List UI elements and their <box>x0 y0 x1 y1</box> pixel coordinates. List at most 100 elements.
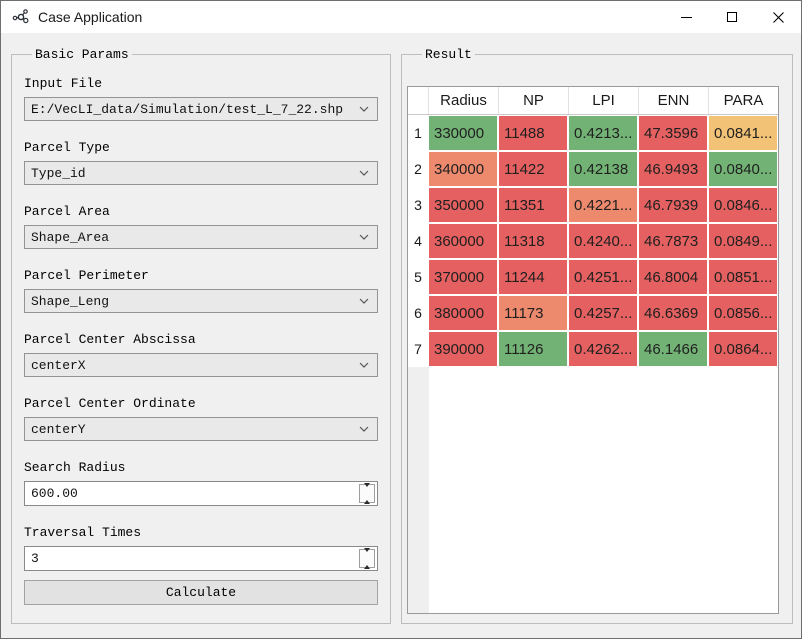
table-cell[interactable]: 46.7939 <box>639 188 707 222</box>
column-header-radius[interactable]: Radius <box>428 87 498 114</box>
table-cell[interactable]: 0.4213... <box>569 116 637 150</box>
row-header[interactable]: 4 <box>408 223 428 259</box>
combo-value: Shape_Area <box>31 229 110 245</box>
combo-parcel-center-ordinate[interactable]: centerY <box>24 417 378 441</box>
column-header-enn[interactable]: ENN <box>638 87 708 114</box>
table-row: 1 330000 11488 0.4213... 47.3596 0.0841... <box>408 115 778 151</box>
minimize-button[interactable] <box>663 1 709 33</box>
table-cell[interactable]: 11351 <box>499 188 567 222</box>
table-cell[interactable]: 0.0851... <box>709 260 777 294</box>
table-cell[interactable]: 0.4221... <box>569 188 637 222</box>
window-title: Case Application <box>38 9 143 25</box>
field-label: Traversal Times <box>24 525 142 540</box>
row-header[interactable]: 7 <box>408 331 428 367</box>
field-parcel-center-abscissa: Parcel Center Abscissa centerX <box>24 332 378 377</box>
combo-value: Shape_Leng <box>31 293 110 309</box>
combo-parcel-perimeter[interactable]: Shape_Leng <box>24 289 378 313</box>
calculate-button[interactable]: Calculate <box>24 580 378 605</box>
row-header[interactable]: 3 <box>408 187 428 223</box>
row-header[interactable]: 5 <box>408 259 428 295</box>
chevron-down-icon <box>359 298 369 304</box>
field-label: Parcel Area <box>24 204 110 219</box>
table-cell[interactable]: 330000 <box>429 116 497 150</box>
table-cell[interactable]: 0.0856... <box>709 296 777 330</box>
column-header-para[interactable]: PARA <box>708 87 778 114</box>
table-cell[interactable]: 46.1466 <box>639 332 707 366</box>
field-parcel-center-ordinate: Parcel Center Ordinate centerY <box>24 396 378 441</box>
spinbox-search-radius[interactable]: 600.00 <box>24 481 378 506</box>
table-cell[interactable]: 11126 <box>499 332 567 366</box>
row-header[interactable]: 2 <box>408 151 428 187</box>
table-row: 4 360000 11318 0.4240... 46.7873 0.0849... <box>408 223 778 259</box>
arrow-down-icon <box>364 547 370 567</box>
column-header-np[interactable]: NP <box>498 87 568 114</box>
titlebar: Case Application <box>1 1 801 33</box>
table-cell[interactable]: 47.3596 <box>639 116 707 150</box>
table-cell[interactable]: 0.42138 <box>569 152 637 186</box>
chevron-down-icon <box>359 170 369 176</box>
table-cell[interactable]: 0.0849... <box>709 224 777 258</box>
window-controls <box>663 1 801 33</box>
table-row: 5 370000 11244 0.4251... 46.8004 0.0851... <box>408 259 778 295</box>
row-header[interactable]: 1 <box>408 115 428 151</box>
table-cell[interactable]: 46.7873 <box>639 224 707 258</box>
combo-parcel-center-abscissa[interactable]: centerX <box>24 353 378 377</box>
combo-parcel-area[interactable]: Shape_Area <box>24 225 378 249</box>
combo-value: E:/VecLI_data/Simulation/test_L_7_22.shp <box>31 101 344 117</box>
table-cell[interactable]: 380000 <box>429 296 497 330</box>
basic-params-title: Basic Params <box>35 47 129 62</box>
combo-input-file[interactable]: E:/VecLI_data/Simulation/test_L_7_22.shp <box>24 97 378 121</box>
table-cell[interactable]: 0.0840... <box>709 152 777 186</box>
table-cell[interactable]: 46.9493 <box>639 152 707 186</box>
table-cell[interactable]: 11488 <box>499 116 567 150</box>
spinbox-value: 3 <box>31 551 39 566</box>
close-button[interactable] <box>755 1 801 33</box>
spin-controls <box>359 547 375 569</box>
column-header-lpi[interactable]: LPI <box>568 87 638 114</box>
spin-down-button[interactable] <box>362 482 372 502</box>
table-cell[interactable]: 390000 <box>429 332 497 366</box>
combo-value: Type_id <box>31 165 86 181</box>
chevron-down-icon <box>359 362 369 368</box>
row-header[interactable]: 6 <box>408 295 428 331</box>
table-cell[interactable]: 0.0841... <box>709 116 777 150</box>
combo-parcel-type[interactable]: Type_id <box>24 161 378 185</box>
table-cell[interactable]: 46.6369 <box>639 296 707 330</box>
spin-controls <box>359 482 375 504</box>
table-cell[interactable]: 0.0864... <box>709 332 777 366</box>
table-cell[interactable]: 46.8004 <box>639 260 707 294</box>
field-parcel-perimeter: Parcel Perimeter Shape_Leng <box>24 268 378 313</box>
field-search-radius: Search Radius 600.00 <box>24 460 378 506</box>
result-group: Result Radius NP LPI ENN PARA 1 330000 114… <box>401 47 793 624</box>
chevron-down-icon <box>359 234 369 240</box>
field-parcel-area: Parcel Area Shape_Area <box>24 204 378 249</box>
table-cell[interactable]: 0.4257... <box>569 296 637 330</box>
table-cell[interactable]: 0.4251... <box>569 260 637 294</box>
table-cell[interactable]: 370000 <box>429 260 497 294</box>
maximize-icon <box>727 12 737 22</box>
combo-value: centerY <box>31 421 86 437</box>
table-row: 2 340000 11422 0.42138 46.9493 0.0840... <box>408 151 778 187</box>
field-parcel-type: Parcel Type Type_id <box>24 140 378 185</box>
table-cell[interactable]: 0.4262... <box>569 332 637 366</box>
minimize-icon <box>680 16 692 18</box>
table-cell[interactable]: 360000 <box>429 224 497 258</box>
field-label: Parcel Type <box>24 140 110 155</box>
spin-down-button[interactable] <box>362 547 372 567</box>
table-cell[interactable]: 11244 <box>499 260 567 294</box>
maximize-button[interactable] <box>709 1 755 33</box>
field-label: Parcel Center Abscissa <box>24 332 196 347</box>
table-cell[interactable]: 11318 <box>499 224 567 258</box>
table-cell[interactable]: 11173 <box>499 296 567 330</box>
spinbox-traversal-times[interactable]: 3 <box>24 546 378 571</box>
table-cell[interactable]: 0.0846... <box>709 188 777 222</box>
chevron-down-icon <box>359 426 369 432</box>
table-header-row: Radius NP LPI ENN PARA <box>408 87 778 115</box>
table-cell[interactable]: 0.4240... <box>569 224 637 258</box>
arrow-down-icon <box>364 482 370 502</box>
table-cell[interactable]: 11422 <box>499 152 567 186</box>
table-cell[interactable]: 350000 <box>429 188 497 222</box>
table-cell[interactable]: 340000 <box>429 152 497 186</box>
combo-value: centerX <box>31 357 86 373</box>
